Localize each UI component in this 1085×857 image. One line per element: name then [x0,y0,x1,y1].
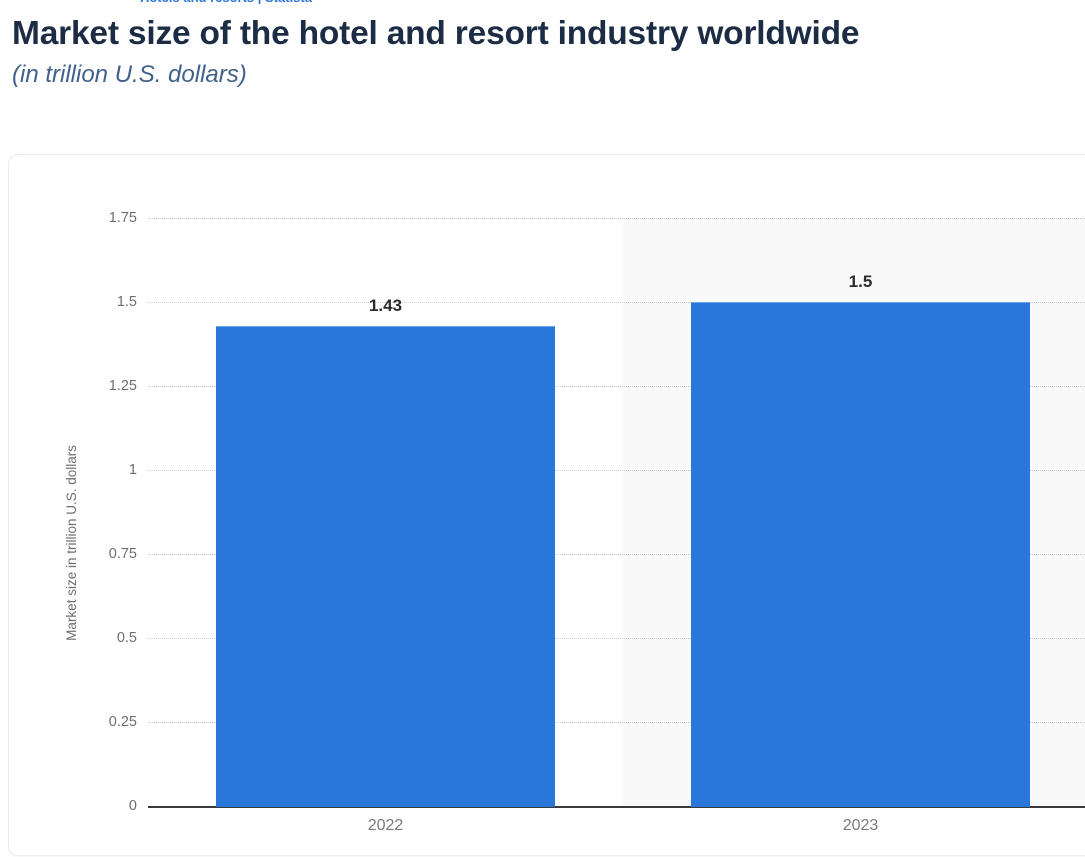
plot-area: 1.43 2022 1.5 2023 [148,155,1085,855]
x-axis-tick-label: 2022 [367,817,404,834]
y-axis-tick-labels: 0 0.25 0.5 0.75 1 1.25 1.5 1.75 [9,155,137,855]
page-subtitle: (in trillion U.S. dollars) [12,60,247,88]
y-axis-tick-label: 1.5 [116,294,137,310]
y-axis-tick-label: 0 [128,798,137,814]
partial-link-text[interactable]: Hotels and resorts | Statista [0,0,1085,4]
gridline [148,554,1085,555]
y-axis-tick-label: 0.25 [108,714,137,730]
gridline [148,218,1085,219]
bar[interactable] [690,302,1031,807]
gridline [148,302,1085,303]
page-title: Market size of the hotel and resort indu… [12,15,860,52]
y-axis-title: Market size in trillion U.S. dollars [64,445,79,641]
gridline [148,722,1085,723]
bar[interactable] [215,325,556,807]
x-axis-line [148,806,1085,808]
chart-card: 0 0.25 0.5 0.75 1 1.25 1.5 1.75 Market size in … [8,154,1085,856]
bar-value-label: 1.5 [848,272,873,291]
top-partial-link-strip: Hotels and resorts | Statista [0,0,1085,4]
y-axis-tick-label: 1.25 [108,378,137,394]
x-axis-tick-label: 2023 [842,817,879,834]
bar-value-label: 1.43 [368,295,403,315]
y-axis-tick-label: 1.75 [108,210,137,226]
headline-block: Market size of the hotel and resort indu… [12,14,1085,89]
y-axis-tick-label: 0.75 [108,546,137,562]
y-axis-tick-label: 1 [128,462,137,478]
gridline [148,386,1085,387]
gridline [148,470,1085,471]
gridline [148,638,1085,639]
y-axis-tick-label: 0.5 [116,630,137,646]
